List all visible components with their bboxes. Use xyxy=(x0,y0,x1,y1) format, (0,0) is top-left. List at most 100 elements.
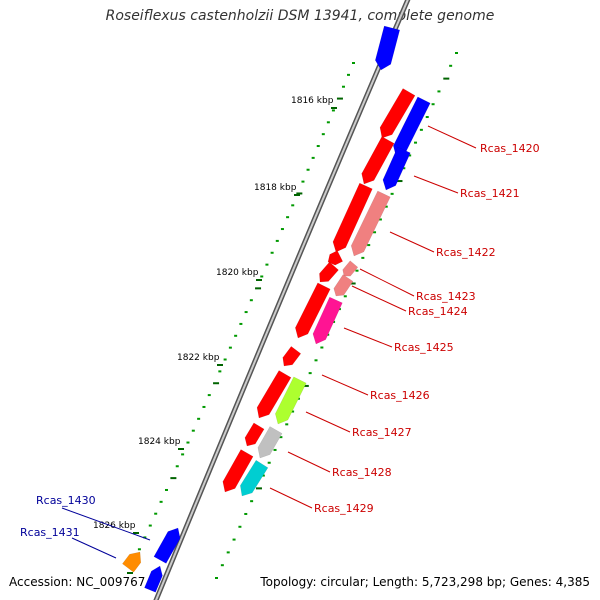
gene-arrow-reverse[interactable] xyxy=(327,250,344,266)
ruler-tick xyxy=(326,121,330,124)
ruler-label-1826: 1826 kbp xyxy=(93,521,136,531)
accession-text: Accession: NC_009767 xyxy=(9,575,146,589)
gene-arrow-reverse[interactable] xyxy=(332,182,373,253)
ruler-tick xyxy=(419,128,423,131)
ruler-tick xyxy=(352,62,355,64)
gene-label-rcas_1427[interactable]: Rcas_1427 xyxy=(352,426,412,439)
ruler-tick xyxy=(291,204,295,207)
ruler-tick xyxy=(455,52,458,54)
gene-label-rcas_1425[interactable]: Rcas_1425 xyxy=(394,341,454,354)
gene-arrow-forward[interactable] xyxy=(144,565,163,593)
ruler-tick xyxy=(273,448,277,451)
gene-rcas-1424[interactable] xyxy=(333,274,354,297)
ruler-tick xyxy=(137,548,141,551)
ruler-tick xyxy=(197,417,201,420)
leader-line xyxy=(287,451,331,473)
gene-rcas-1421[interactable] xyxy=(382,146,411,191)
ruler-tick xyxy=(238,525,242,528)
ruler-major-tick xyxy=(256,279,262,281)
tick-marks-outer xyxy=(215,52,458,579)
gene-arrow-reverse[interactable] xyxy=(256,370,292,419)
ruler-tick xyxy=(431,103,435,106)
gene-rcas-1428[interactable] xyxy=(257,426,283,459)
ruler-tick xyxy=(232,538,236,541)
leader-line xyxy=(71,537,117,559)
gene-features xyxy=(122,25,431,593)
ruler-label-1822: 1822 kbp xyxy=(177,353,220,363)
ruler-tick xyxy=(228,346,232,349)
gene-rcas-1422[interactable] xyxy=(350,190,391,257)
gene-label-rcas_1424[interactable]: Rcas_1424 xyxy=(408,305,468,318)
ruler-tick xyxy=(396,180,403,183)
gene-rcas-1423[interactable] xyxy=(342,260,359,277)
ruler-label-1820: 1820 kbp xyxy=(216,268,259,278)
leader-line xyxy=(359,268,415,297)
gene-arrow-reverse[interactable] xyxy=(282,346,302,367)
leader-line xyxy=(305,411,351,433)
ruler-tick xyxy=(265,263,269,266)
leader-line xyxy=(413,175,459,194)
ruler-tick xyxy=(321,133,325,136)
leader-line xyxy=(343,327,393,348)
gene-rcas-1427[interactable] xyxy=(275,376,307,425)
ruler-tick xyxy=(296,192,303,195)
ruler-tick xyxy=(308,372,312,375)
ruler-tick xyxy=(341,85,345,88)
gene-arrow-reverse[interactable] xyxy=(244,422,265,447)
leader-line xyxy=(389,231,435,253)
ruler-major-tick xyxy=(217,364,223,366)
gene-label-rcas_1428[interactable]: Rcas_1428 xyxy=(332,466,392,479)
gene-label-rcas_1420[interactable]: Rcas_1420 xyxy=(480,142,540,155)
leader-line xyxy=(61,507,151,541)
ruler-tick xyxy=(170,477,177,480)
ruler-tick xyxy=(402,167,406,170)
tick-marks-inner xyxy=(127,62,355,574)
topology-text: Topology: circular; Length: 5,723,298 bp… xyxy=(260,575,590,589)
ruler-major-tick xyxy=(178,448,184,450)
gene-label-rcas_1429[interactable]: Rcas_1429 xyxy=(314,502,374,515)
ruler-tick xyxy=(223,358,227,361)
ruler-tick xyxy=(191,429,195,432)
ruler-tick xyxy=(275,239,279,242)
gene-label-rcas_1426[interactable]: Rcas_1426 xyxy=(370,389,430,402)
gene-rcas-1430[interactable] xyxy=(153,527,181,564)
gene-label-rcas_1430[interactable]: Rcas_1430 xyxy=(36,494,96,507)
gene-rcas-1431[interactable] xyxy=(122,551,142,573)
ruler-major-tick xyxy=(331,107,337,109)
ruler-tick xyxy=(220,564,224,567)
ruler-tick xyxy=(343,295,347,298)
gene-label-rcas_1423[interactable]: Rcas_1423 xyxy=(416,290,476,303)
ruler-tick xyxy=(349,282,356,285)
ruler-tick xyxy=(301,180,305,183)
ruler-tick xyxy=(390,192,394,195)
ruler-tick xyxy=(202,405,206,408)
ruler-tick xyxy=(213,382,220,385)
gene-arrow-reverse[interactable] xyxy=(295,282,331,339)
ruler-tick xyxy=(215,577,218,579)
gene-rcas-1420-top[interactable] xyxy=(375,25,401,71)
ruler-tick xyxy=(181,453,185,456)
gene-arrow-reverse[interactable] xyxy=(379,88,416,139)
ruler-tick xyxy=(244,311,248,314)
ruler-tick xyxy=(159,500,163,503)
ruler-tick xyxy=(437,90,441,93)
ruler-tick xyxy=(384,205,388,208)
ruler-tick xyxy=(443,77,450,80)
ruler-tick xyxy=(270,251,274,254)
leader-line xyxy=(427,125,477,149)
ruler-tick xyxy=(414,141,418,144)
gene-arrow-reverse[interactable] xyxy=(222,449,254,493)
gene-label-rcas_1422[interactable]: Rcas_1422 xyxy=(436,246,496,259)
gene-label-rcas_1421[interactable]: Rcas_1421 xyxy=(460,187,520,200)
gene-label-rcas_1431[interactable]: Rcas_1431 xyxy=(20,526,80,539)
gene-rcas-1425[interactable] xyxy=(312,296,343,345)
ruler-tick xyxy=(148,524,152,527)
leader-line xyxy=(321,374,369,396)
ruler-tick xyxy=(226,551,230,554)
gene-arrow-reverse[interactable] xyxy=(361,136,395,185)
gene-arrow-reverse[interactable] xyxy=(319,261,339,283)
ruler-tick xyxy=(207,394,211,397)
gene-rcas-1429[interactable] xyxy=(240,459,269,497)
